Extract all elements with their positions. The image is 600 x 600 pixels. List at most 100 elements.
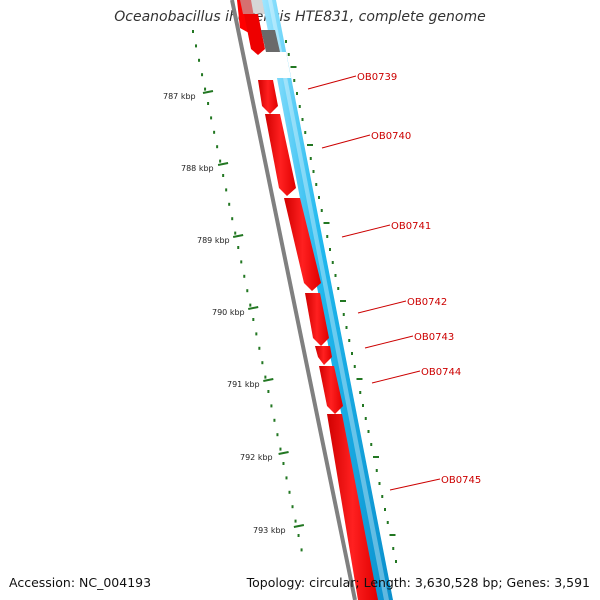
backbone-track — [230, 0, 357, 600]
track-dot — [348, 339, 351, 342]
gene-label[interactable]: OB0743 — [414, 332, 454, 343]
track-dot — [362, 404, 364, 407]
ruler-dot — [216, 145, 219, 149]
accession-text: Accession: NC_004193 — [9, 575, 152, 590]
cds-feature[interactable] — [284, 198, 321, 291]
gray-feature-top — [261, 30, 280, 52]
ruler-major-tick — [202, 90, 214, 94]
ruler-dot — [264, 375, 267, 379]
cds-feature-top — [244, 14, 265, 55]
track-dot — [337, 287, 340, 290]
right-dots — [285, 40, 397, 563]
ruler-major-tick — [232, 234, 244, 238]
track-dot — [329, 248, 331, 251]
track-dot — [389, 534, 396, 536]
ruler-labels: 787 kbp 788 kbp 789 kbp 790 kbp 791 kbp … — [163, 92, 286, 535]
track-dot — [351, 352, 353, 355]
ruler-dot — [279, 447, 282, 451]
gene-label[interactable]: OB0745 — [441, 475, 481, 486]
track-dot — [298, 105, 301, 108]
ruler-label: 790 kbp — [212, 308, 245, 317]
map-title: Oceanobacillus iheyensis HTE831, complet… — [114, 9, 486, 25]
track-dot — [307, 144, 313, 146]
cds-feature[interactable] — [305, 293, 329, 346]
track-dot — [323, 222, 330, 224]
ruler-major-tick — [248, 306, 259, 310]
gray-feature-top-shadow — [240, 0, 265, 14]
ruler-dot — [240, 260, 243, 264]
ruler-dot — [213, 130, 216, 134]
ruler-dot — [291, 505, 294, 509]
track-dot — [359, 391, 362, 394]
ruler-dot — [276, 433, 279, 437]
ruler-major-tick — [278, 451, 289, 455]
track-dot — [356, 378, 363, 380]
ruler-major-tick — [217, 162, 229, 166]
ruler-dot — [207, 102, 210, 105]
gene-label[interactable]: OB0744 — [421, 367, 461, 378]
ruler-dot — [246, 289, 249, 293]
ruler-dot — [234, 231, 237, 235]
cds-feature[interactable] — [315, 346, 332, 365]
genome-summary-text: Topology: circular; Length: 3,630,528 bp… — [246, 575, 590, 590]
track-dot — [331, 261, 334, 264]
ruler-label: 789 kbp — [197, 236, 230, 245]
gc-track-highlight — [268, 0, 389, 600]
ruler-dot — [231, 217, 234, 221]
ruler-label: 791 kbp — [227, 380, 260, 389]
ruler-label: 793 kbp — [253, 526, 286, 535]
cds-feature[interactable] — [327, 414, 378, 600]
ruler-dot — [237, 246, 240, 249]
ruler-dot — [198, 58, 201, 62]
track-dot — [345, 326, 348, 329]
ruler-dot — [195, 44, 198, 48]
ruler-dot — [267, 390, 270, 393]
ruler-label: 788 kbp — [181, 164, 214, 173]
ruler-dot — [273, 418, 276, 422]
ruler-dot — [228, 202, 231, 206]
track-dot — [301, 118, 304, 121]
track-dot — [364, 417, 367, 420]
ruler-dot — [294, 519, 297, 523]
gc-track — [262, 0, 393, 600]
track-dot — [384, 508, 386, 511]
ruler-dot — [201, 73, 204, 77]
ruler-dot — [222, 174, 225, 177]
ruler-label: 787 kbp — [163, 92, 196, 101]
cds-feature[interactable] — [258, 80, 278, 114]
gene-label[interactable]: OB0739 — [357, 72, 397, 83]
gene-label[interactable]: OB0742 — [407, 297, 447, 308]
ruler-major-tick — [263, 378, 274, 382]
track-dot — [334, 274, 337, 277]
ruler-dot — [282, 462, 285, 465]
ruler-dot — [210, 116, 213, 120]
ruler-dot — [192, 30, 194, 33]
track-dot — [318, 196, 320, 199]
track-dot — [392, 547, 395, 550]
cds-feature[interactable] — [319, 366, 343, 414]
ruler-dots — [192, 30, 303, 552]
gene-label[interactable]: OB0741 — [391, 221, 431, 232]
ruler-dot — [288, 490, 291, 494]
track-dot — [373, 456, 379, 458]
track-dot — [381, 495, 384, 498]
track-dot — [353, 365, 356, 368]
track-dot — [340, 300, 346, 302]
track-dot — [378, 482, 381, 485]
track-gap — [254, 52, 291, 78]
track-dot — [326, 235, 329, 238]
cds-feature[interactable] — [265, 114, 296, 196]
track-dot — [386, 521, 389, 524]
ruler-dot — [261, 361, 264, 365]
ruler-dot — [300, 548, 303, 552]
track-dot — [293, 79, 296, 82]
track-dot — [290, 66, 297, 68]
ruler-label: 792 kbp — [240, 453, 273, 462]
track-dot — [309, 157, 312, 160]
ruler-dot — [270, 404, 273, 408]
track-dot — [304, 131, 307, 134]
ruler-ticks — [202, 90, 305, 528]
gene-label[interactable]: OB0740 — [371, 131, 411, 142]
cds-features — [258, 80, 378, 600]
